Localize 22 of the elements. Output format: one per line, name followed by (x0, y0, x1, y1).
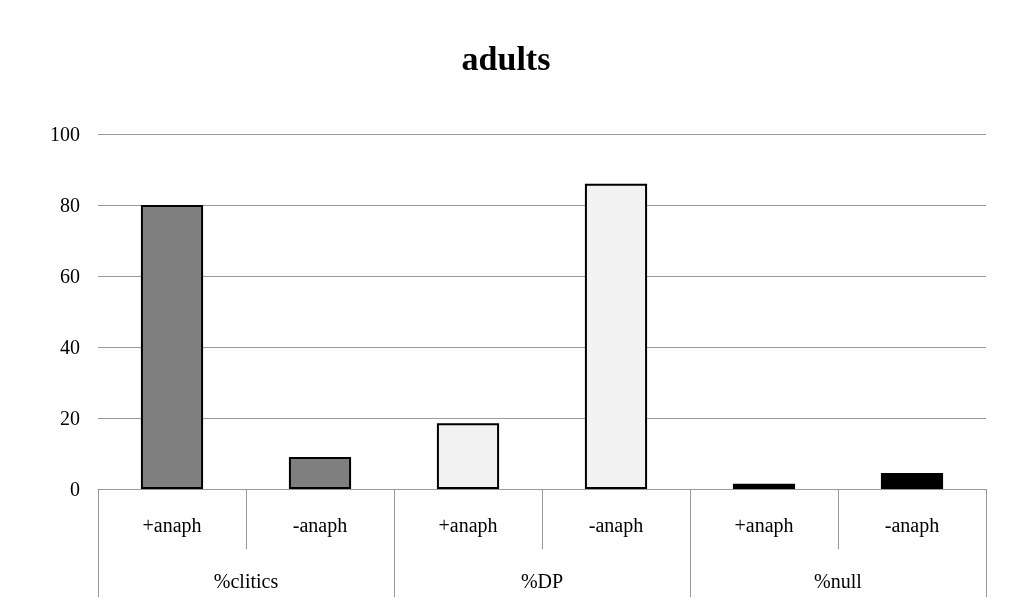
x-tick-label: +anaph (142, 514, 202, 537)
y-tick-label: 0 (70, 478, 80, 500)
y-tick-label: 20 (60, 407, 80, 429)
bar (140, 205, 204, 489)
x-tick-label: +anaph (734, 514, 794, 537)
y-tick-label: 100 (50, 123, 80, 145)
y-tick-label: 60 (60, 265, 80, 287)
text: %null (814, 570, 863, 592)
text: %clitics (213, 570, 279, 592)
text: %DP (520, 570, 564, 592)
y-tick-label: 80 (60, 194, 80, 216)
x-tick-label: -anaph (292, 514, 348, 537)
chart-title: adults (461, 39, 551, 77)
bar (288, 457, 352, 489)
x-tick-label: +anaph (438, 514, 498, 537)
x-tick-label: -anaph (884, 514, 940, 537)
y-tick-label: 40 (60, 336, 80, 358)
bar (584, 183, 648, 489)
x-tick-label: -anaph (588, 514, 644, 537)
bar (880, 473, 944, 489)
bar (732, 483, 796, 489)
bar (436, 423, 500, 489)
